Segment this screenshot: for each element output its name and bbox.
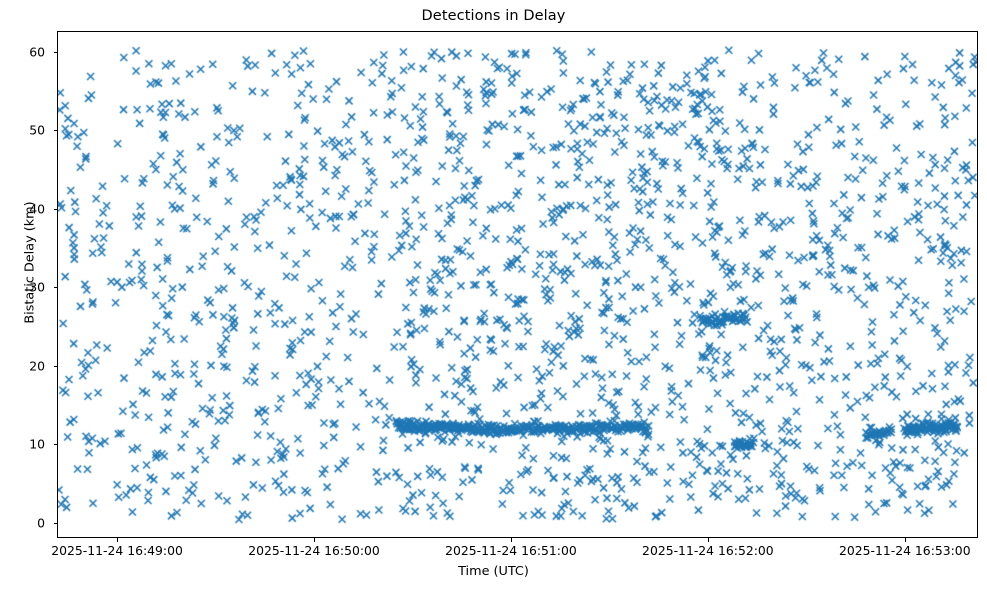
x-tick-label: 2025-11-24 16:50:00 [248, 543, 380, 558]
x-tick-label: 2025-11-24 16:51:00 [445, 543, 577, 558]
plot-area [57, 31, 978, 538]
x-tick-mark [314, 538, 316, 542]
y-tick-label: 10 [29, 436, 45, 452]
x-tick-mark [117, 538, 119, 542]
y-tick-label: 0 [37, 515, 45, 531]
x-tick-mark [707, 538, 709, 542]
x-tick-label: 2025-11-24 16:52:00 [642, 543, 774, 558]
x-tick-label: 2025-11-24 16:53:00 [838, 543, 971, 558]
x-axis-title: Time (UTC) [458, 564, 529, 579]
x-tick-label: 2025-11-24 16:49:00 [51, 543, 183, 558]
chart-title: Detections in Delay [421, 8, 566, 24]
y-tick-label: 60 [29, 44, 45, 60]
x-tick-mark [510, 538, 513, 542]
x-tick-mark [904, 538, 906, 542]
scatter-plot-canvas [58, 32, 977, 537]
y-axis-title: Bistatic Delay (km) [22, 201, 38, 324]
